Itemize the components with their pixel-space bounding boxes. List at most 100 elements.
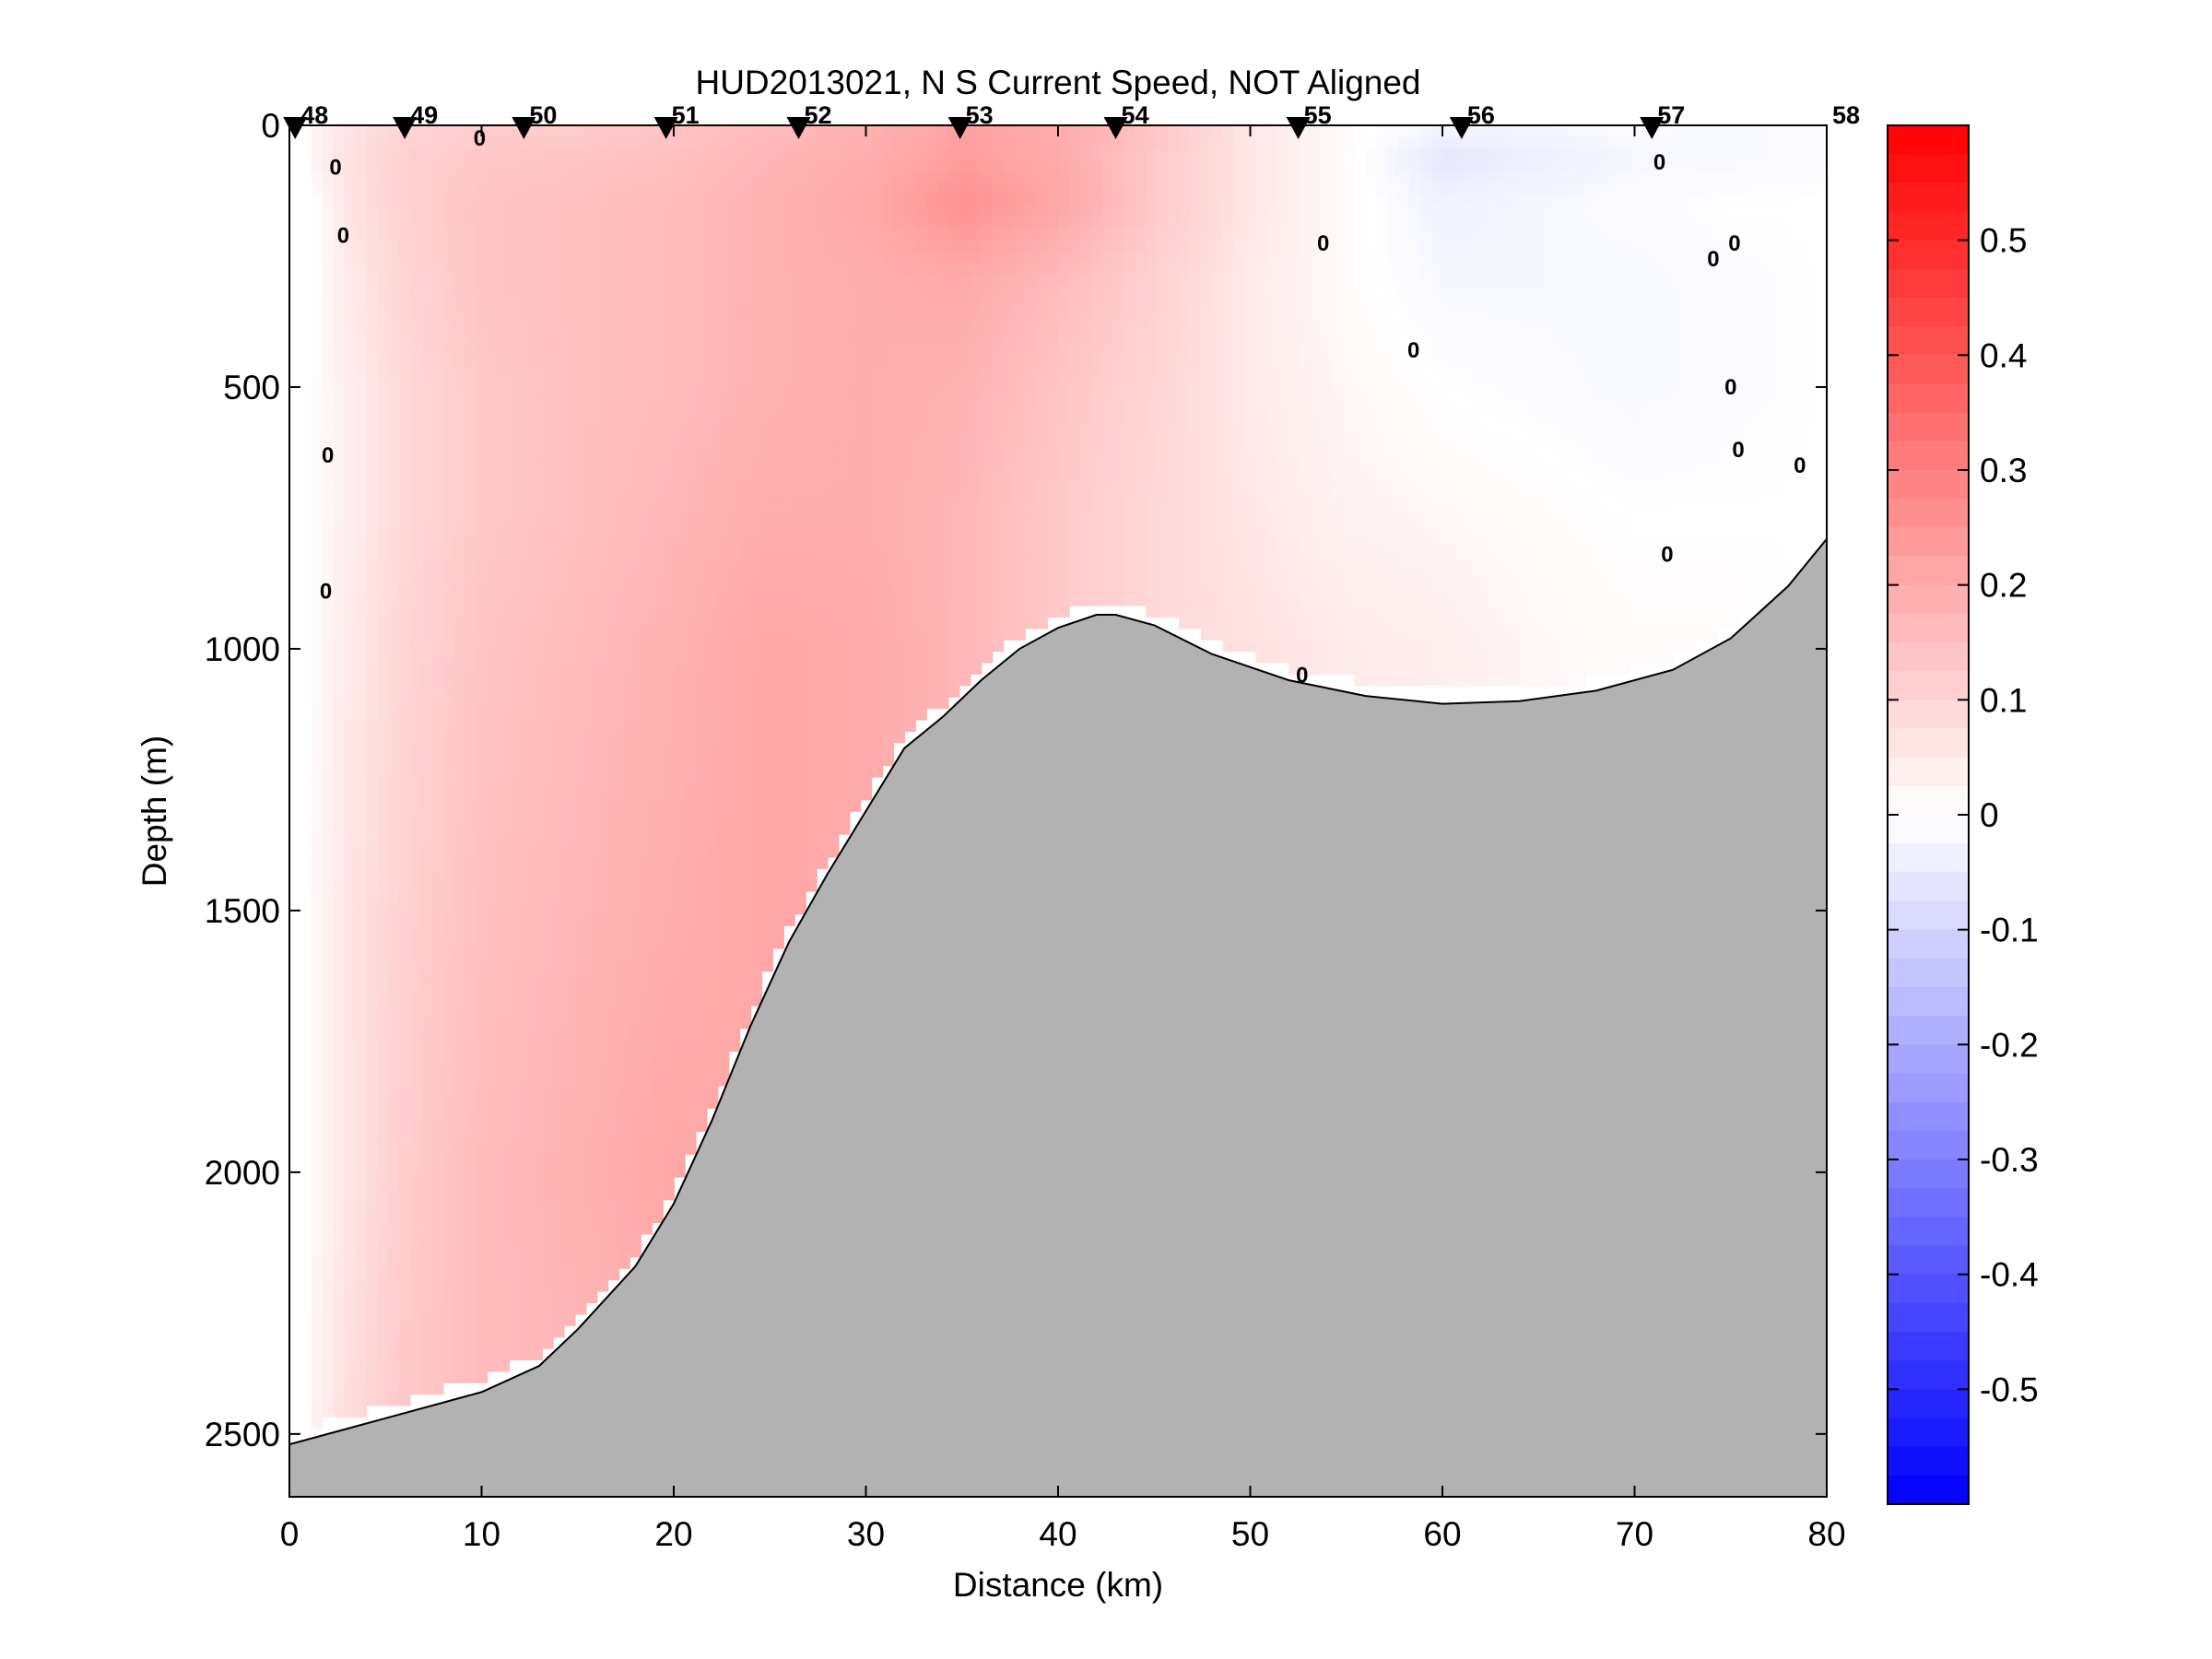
field-cell: [674, 1028, 686, 1041]
field-cell: [750, 765, 763, 778]
field-cell: [322, 1233, 335, 1246]
field-cell: [629, 125, 641, 138]
field-cell: [674, 490, 686, 503]
field-cell: [574, 342, 587, 355]
field-cell: [629, 285, 641, 298]
field-cell: [816, 731, 829, 744]
field-cell: [695, 685, 708, 698]
field-cell: [509, 868, 521, 881]
field-cell: [838, 754, 851, 767]
field-cell: [399, 594, 411, 606]
field-cell: [641, 776, 653, 789]
field-cell: [629, 1062, 641, 1075]
field-cell: [542, 159, 554, 172]
field-cell: [717, 971, 730, 983]
field-cell: [717, 788, 730, 801]
field-cell: [641, 354, 653, 367]
field-cell: [531, 708, 543, 721]
field-cell: [476, 319, 488, 332]
field-cell: [531, 776, 543, 789]
field-cell: [618, 982, 631, 995]
field-cell: [607, 559, 620, 572]
field-cell: [684, 547, 697, 560]
field-cell: [783, 285, 795, 298]
field-cell: [377, 422, 389, 435]
field-cell: [674, 422, 686, 435]
field-cell: [531, 1268, 543, 1281]
field-cell: [311, 811, 324, 824]
field-cell: [750, 433, 763, 446]
field-cell: [498, 582, 511, 595]
field-cell: [783, 205, 795, 218]
field-cell: [674, 1017, 686, 1030]
field-cell: [531, 182, 543, 195]
field-cell: [563, 228, 576, 241]
field-cell: [761, 845, 773, 858]
field-cell: [531, 251, 543, 264]
field-cell: [706, 845, 719, 858]
field-cell: [399, 1256, 411, 1269]
field-cell: [453, 582, 466, 595]
field-cell: [509, 1245, 521, 1258]
field-cell: [531, 502, 543, 515]
field-cell: [431, 971, 444, 983]
field-cell: [476, 205, 488, 218]
field-cell: [333, 1222, 346, 1235]
field-cell: [882, 365, 895, 378]
field-cell: [563, 742, 576, 755]
field-cell: [794, 525, 806, 538]
field-cell: [442, 959, 455, 972]
field-cell: [882, 228, 895, 241]
field-cell: [498, 411, 511, 424]
field-cell: [377, 205, 389, 218]
field-cell: [761, 217, 773, 229]
field-cell: [806, 490, 818, 503]
field-cell: [453, 1325, 466, 1338]
field-cell: [542, 1336, 554, 1349]
field-cell: [618, 1211, 631, 1224]
field-cell: [421, 1245, 433, 1258]
field-cell: [333, 559, 346, 572]
field-cell: [574, 1108, 587, 1121]
field-cell: [431, 1142, 444, 1155]
field-cell: [355, 490, 368, 503]
field-cell: [355, 1108, 368, 1121]
field-cell: [882, 331, 895, 344]
field-cell: [607, 776, 620, 789]
field-cell: [355, 947, 368, 960]
field-cell: [509, 1313, 521, 1326]
field-cell: [717, 765, 730, 778]
field-cell: [431, 125, 444, 138]
field-cell: [783, 479, 795, 492]
field-cell: [377, 925, 389, 938]
field-cell: [509, 159, 521, 172]
field-cell: [520, 1062, 532, 1075]
field-cell: [695, 536, 708, 549]
field-cell: [520, 422, 532, 435]
field-cell: [849, 605, 862, 618]
field-cell: [838, 788, 851, 801]
field-cell: [806, 788, 818, 801]
field-cell: [366, 456, 379, 469]
field-cell: [542, 513, 554, 526]
field-cell: [410, 742, 422, 755]
field-cell: [476, 1154, 488, 1167]
field-cell: [663, 868, 675, 881]
field-cell: [388, 547, 400, 560]
field-cell: [684, 856, 697, 869]
field-cell: [761, 890, 773, 903]
field-cell: [761, 308, 773, 321]
field-cell: [355, 628, 368, 641]
field-cell: [652, 879, 664, 892]
field-cell: [882, 708, 895, 721]
field-cell: [816, 776, 829, 789]
field-cell: [849, 697, 862, 710]
field-cell: [465, 582, 477, 595]
field-cell: [641, 1131, 653, 1144]
field-cell: [442, 274, 455, 287]
field-cell: [574, 1051, 587, 1064]
field-cell: [442, 354, 455, 367]
field-cell: [366, 799, 379, 812]
field-cell: [618, 788, 631, 801]
field-cell: [377, 1176, 389, 1189]
